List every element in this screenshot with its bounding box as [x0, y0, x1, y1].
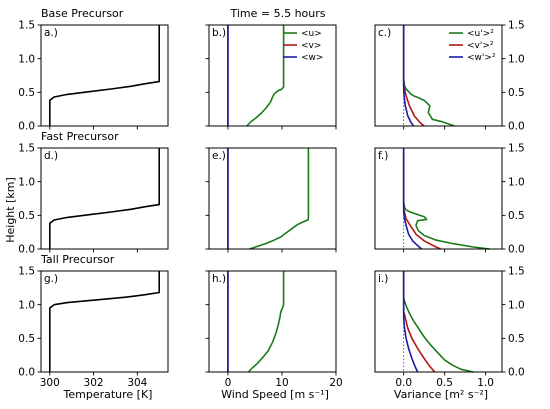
axes-frame-c: [374, 24, 503, 127]
y-tick-label-f: 0.0: [508, 244, 525, 256]
y-tick-label-d: 0.0: [18, 244, 35, 256]
x-tick-label-g: 300: [40, 377, 60, 389]
series-g-temperature: [48, 271, 160, 372]
y-tick-label-f: 0.5: [508, 210, 525, 222]
y-tick-label-a: 0.5: [18, 87, 35, 99]
y-tick-label-a: 1.0: [18, 53, 35, 65]
y-tick-label-a: 0.0: [18, 121, 35, 133]
series-f-u: [402, 148, 490, 250]
y-tick-label-g: 0.5: [18, 333, 35, 345]
x-tick-label-g: 304: [127, 377, 147, 389]
y-tick-label-g: 1.0: [18, 299, 35, 311]
y-tick-label-i: 0.0: [508, 367, 525, 379]
axes-frame-f: [374, 147, 503, 250]
legend-label-b-u: <u>: [301, 29, 322, 39]
panels: 0.0 0.5 1.0 1.5 a.) b.) <u> <v> <w> 0.0 0.5 1.0 1.5 c…: [18, 20, 524, 389]
series-c-u: [402, 25, 455, 127]
y-tick-label-c: 1.0: [508, 53, 525, 65]
series-f-w: [402, 148, 423, 250]
y-tick-label-c: 0.5: [508, 87, 525, 99]
y-tick-label-g: 1.5: [18, 266, 35, 278]
x-tick-label-h: 0: [225, 377, 232, 389]
legend-label-c-v: <v'>²: [467, 41, 494, 51]
panel-label-c: c.): [378, 27, 391, 39]
series-i-u: [402, 271, 474, 373]
panel-label-g: g.): [44, 273, 58, 285]
x-tick-label-i: 0.5: [436, 377, 453, 389]
row-title-base: Base Precursor: [41, 7, 124, 20]
series-i-w: [402, 271, 419, 373]
axes-frame-a: [40, 24, 169, 127]
panel-e: e.): [205, 147, 337, 253]
y-tick-label-i: 1.0: [508, 299, 525, 311]
series-i-v: [402, 271, 436, 373]
series-c-w: [402, 25, 415, 127]
axes-frame-h: [208, 270, 337, 373]
y-tick-label-c: 0.0: [508, 121, 525, 133]
legend-label-c-w: <w'>²: [467, 53, 496, 63]
series-a-temperature: [48, 25, 160, 126]
panel-label-b: b.): [212, 27, 226, 39]
legend-label-b-v: <v>: [301, 41, 321, 51]
panel-i: 0.0 0.5 1.0 1.5 0.0 0.5 1.0 i.): [374, 266, 525, 389]
panel-a: 0.0 0.5 1.0 1.5 a.): [18, 20, 169, 133]
x-tick-label-i: 1.0: [477, 377, 494, 389]
x-tick-label-g: 302: [84, 377, 104, 389]
panel-g: 0.0 0.5 1.0 1.5 300 302 304 g.): [18, 266, 169, 389]
series-b-u: [246, 25, 285, 127]
axes-frame-e: [208, 147, 337, 250]
panel-label-f: f.): [378, 150, 388, 162]
y-tick-label-c: 1.5: [508, 20, 525, 32]
series-h-u: [247, 271, 285, 373]
axes-frame-d: [40, 147, 169, 250]
axes-frame-b: [208, 24, 337, 127]
y-tick-label-a: 1.5: [18, 20, 35, 32]
y-tick-label-f: 1.5: [508, 143, 525, 155]
axes-frame-i: [374, 270, 503, 373]
panel-label-e: e.): [212, 150, 226, 162]
axes-frame-g: [40, 270, 169, 373]
panel-label-i: i.): [378, 273, 388, 285]
y-axis-label: Height [km]: [4, 177, 17, 243]
series-d-temperature: [48, 148, 160, 249]
legend-label-b-w: <w>: [301, 53, 323, 63]
x-axis-label-variance: Variance [m² s⁻²]: [394, 388, 488, 401]
panel-d: 0.0 0.5 1.0 1.5 d.): [18, 143, 169, 256]
row-title-fast: Fast Precursor: [41, 130, 119, 143]
panel-b: b.) <u> <v> <w>: [205, 24, 337, 130]
y-tick-label-d: 0.5: [18, 210, 35, 222]
panel-c: 0.0 0.5 1.0 1.5 c.) <u'>² <v'>² <w'>²: [374, 20, 525, 133]
panel-label-a: a.): [44, 27, 58, 39]
y-tick-label-d: 1.5: [18, 143, 35, 155]
x-axis-label-temperature: Temperature [K]: [63, 388, 153, 401]
y-tick-label-f: 1.0: [508, 176, 525, 188]
figure-title: Time = 5.5 hours: [229, 7, 325, 20]
row-title-tall: Tall Precursor: [40, 253, 115, 266]
panel-h: 0 10 20 h.): [205, 270, 343, 389]
panel-label-d: d.): [44, 150, 58, 162]
y-tick-label-i: 0.5: [508, 333, 525, 345]
y-tick-label-g: 0.0: [18, 367, 35, 379]
y-tick-label-d: 1.0: [18, 176, 35, 188]
x-tick-label-h: 20: [329, 377, 342, 389]
legend-label-c-u: <u'>²: [467, 29, 494, 39]
x-axis-label-wind-speed: Wind Speed [m s⁻¹]: [221, 388, 329, 401]
panel-label-h: h.): [212, 273, 226, 285]
series-e-u: [249, 148, 310, 250]
panel-f: 0.0 0.5 1.0 1.5 f.): [374, 143, 525, 256]
x-tick-label-h: 10: [275, 377, 288, 389]
y-tick-label-i: 1.5: [508, 266, 525, 278]
x-tick-label-i: 0.0: [395, 377, 412, 389]
